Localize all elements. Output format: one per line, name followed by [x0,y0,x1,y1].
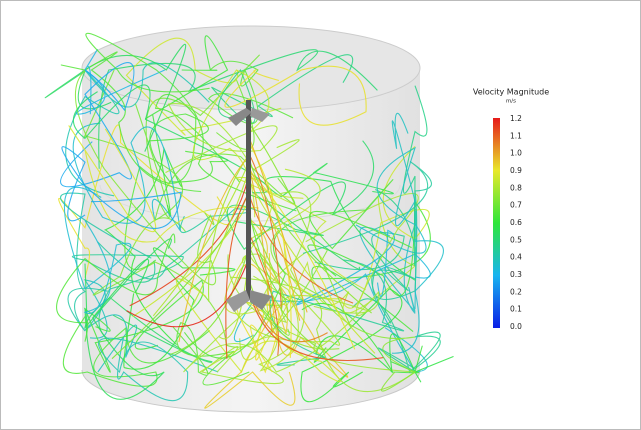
legend-title: Velocity Magnitude [473,88,549,97]
cfd-view: Velocity Magnitude m/s 1.2 1.1 1.0 0.9 0.8 0.… [0,0,641,430]
legend-tick-label: 1.0 [510,149,522,158]
legend-tick-label: 0.4 [510,253,522,262]
legend-tick-label: 0.1 [510,305,522,314]
legend-tick-label: 1.1 [510,131,522,140]
legend-tick-label: 0.8 [510,183,522,192]
legend-tick-label: 0.0 [510,322,522,331]
legend-unit: m/s [506,99,516,105]
color-bar [493,118,500,328]
legend-tick-label: 0.2 [510,287,522,296]
legend-tick-label: 1.2 [510,114,522,123]
legend-tick-label: 0.5 [510,235,522,244]
legend-tick-label: 0.7 [510,201,522,210]
legend-tick-label: 0.6 [510,218,522,227]
legend-tick-label: 0.3 [510,270,522,279]
legend-tick-label: 0.9 [510,166,522,175]
